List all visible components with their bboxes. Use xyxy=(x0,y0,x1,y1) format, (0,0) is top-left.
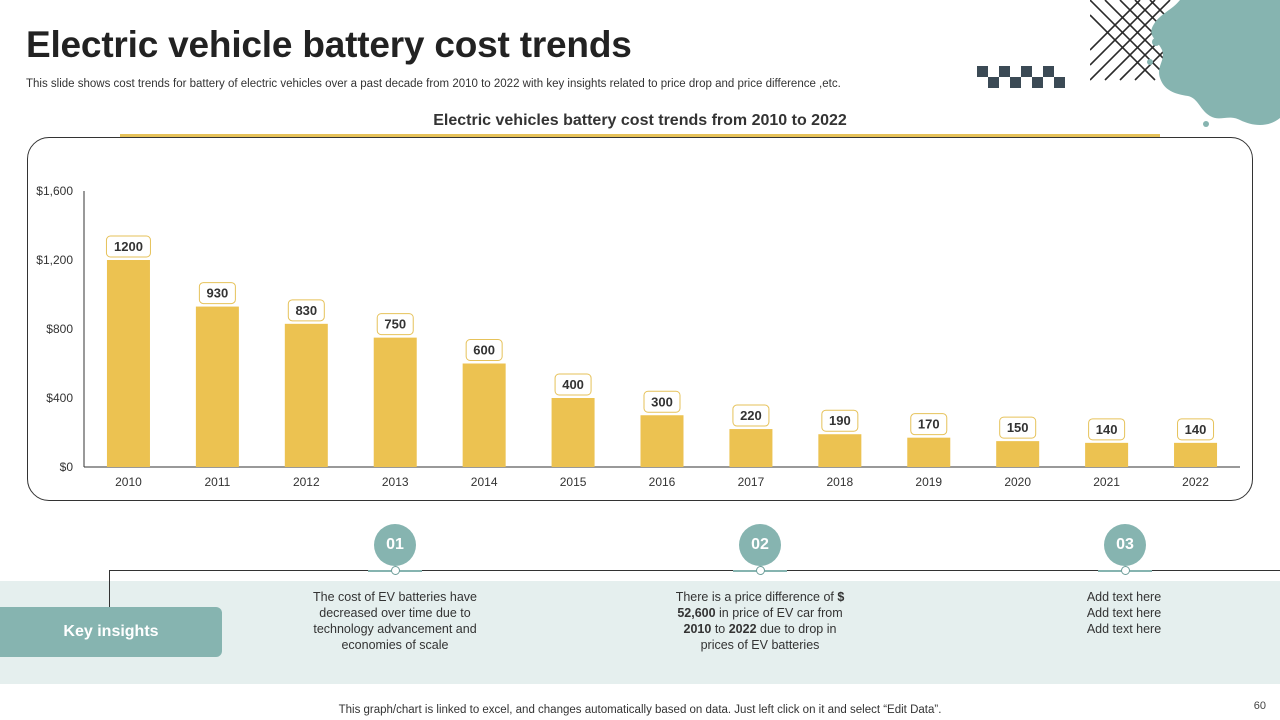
bar-chart: $0 $400 $800 $1,200 $1,600 1200 2010 930 2011 830… xyxy=(36,184,1240,489)
insight-line: economies of scale xyxy=(341,638,449,652)
data-label: 150 xyxy=(1007,420,1029,435)
data-label-box xyxy=(910,413,948,436)
bar xyxy=(373,337,417,467)
bar xyxy=(818,434,862,467)
bar xyxy=(640,415,684,467)
insights-connector-line xyxy=(109,570,1280,571)
bar xyxy=(729,429,773,467)
data-label-box xyxy=(1088,418,1126,441)
insight-marker-dot xyxy=(1121,566,1130,575)
y-tick-label: $1,600 xyxy=(36,184,73,198)
bar xyxy=(996,441,1040,467)
x-tick-label: 2010 xyxy=(115,475,142,489)
insight-line: Add text here xyxy=(1086,590,1162,604)
insight-line: The cost of EV batteries have xyxy=(313,590,477,604)
bar xyxy=(462,363,506,467)
data-label: 930 xyxy=(207,286,229,301)
insight-number-badge: 01 xyxy=(374,524,416,566)
x-tick-label: 2021 xyxy=(1093,475,1120,489)
data-label: 750 xyxy=(384,317,406,332)
insight-number-badge: 02 xyxy=(739,524,781,566)
data-label-box xyxy=(821,409,859,432)
data-label: 170 xyxy=(918,417,940,432)
insight-line: prices of EV batteries xyxy=(700,638,820,652)
insight-line: 52,600 in price of EV car from xyxy=(677,606,843,620)
bar xyxy=(1174,442,1218,467)
insight-line: There is a price difference of $ xyxy=(675,590,845,604)
data-label: 600 xyxy=(473,343,495,358)
data-label: 140 xyxy=(1096,422,1118,437)
x-tick-label: 2022 xyxy=(1182,475,1209,489)
bar xyxy=(284,323,328,467)
bar xyxy=(106,260,150,467)
data-label-box xyxy=(732,404,770,427)
y-tick-label: $1,200 xyxy=(36,253,73,267)
insight-line: 2010 to 2022 due to drop in xyxy=(683,622,837,636)
footer-note: This graph/chart is linked to excel, and… xyxy=(338,704,942,716)
data-label-box xyxy=(198,282,236,305)
insight-marker-dot xyxy=(756,566,765,575)
bar xyxy=(1085,442,1129,467)
data-label-box xyxy=(105,235,151,258)
data-label-box xyxy=(643,390,681,413)
bar xyxy=(195,306,239,467)
page-subtitle: This slide shows cost trends for battery… xyxy=(26,78,841,90)
insight-line: technology advancement and xyxy=(313,622,477,636)
key-insights-label: Key insights xyxy=(0,607,222,657)
x-tick-label: 2017 xyxy=(738,475,765,489)
insight-marker-dot xyxy=(391,566,400,575)
data-label: 400 xyxy=(562,377,584,392)
insight-text-2: There is a price difference of $ 52,600 … xyxy=(660,589,860,653)
chart-frame xyxy=(27,137,1253,501)
x-tick-label: 2020 xyxy=(1004,475,1031,489)
checker-decoration xyxy=(977,66,1065,88)
insights-connector-drop xyxy=(109,570,110,608)
x-tick-label: 2019 xyxy=(915,475,942,489)
chart-title: Electric vehicles battery cost trends fr… xyxy=(433,112,847,129)
data-label: 300 xyxy=(651,394,673,409)
x-tick-label: 2014 xyxy=(471,475,498,489)
paint-splash-decoration xyxy=(1147,0,1280,127)
x-tick-label: 2011 xyxy=(204,475,230,489)
insight-text-3: Add text here Add text here Add text her… xyxy=(1024,589,1224,637)
x-tick-label: 2015 xyxy=(560,475,587,489)
data-label-box xyxy=(465,339,503,361)
insight-line: decreased over time due to xyxy=(319,606,471,620)
data-label-box xyxy=(287,299,325,322)
x-tick-label: 2012 xyxy=(293,475,320,489)
data-label: 830 xyxy=(295,303,317,318)
data-label: 220 xyxy=(740,408,762,423)
page-title: Electric vehicle battery cost trends xyxy=(26,24,632,65)
y-tick-label: $400 xyxy=(46,391,73,405)
insight-line: Add text here xyxy=(1086,622,1162,636)
data-label: 140 xyxy=(1185,422,1207,437)
page-number: 60 xyxy=(1253,700,1266,712)
insight-number-badge: 03 xyxy=(1104,524,1146,566)
bar xyxy=(907,437,951,467)
insight-text-1: The cost of EV batteries have decreased … xyxy=(295,589,495,653)
x-tick-label: 2013 xyxy=(382,475,409,489)
x-tick-label: 2018 xyxy=(826,475,853,489)
x-tick-label: 2016 xyxy=(649,475,676,489)
data-label: 190 xyxy=(829,413,851,428)
data-label-box xyxy=(999,416,1037,439)
bar xyxy=(551,398,595,467)
data-label-box xyxy=(1177,418,1215,441)
data-label-box xyxy=(554,373,592,396)
data-label: 1200 xyxy=(114,239,143,254)
insight-line: Add text here xyxy=(1086,606,1162,620)
data-label-box xyxy=(376,313,414,336)
chart-title-underline xyxy=(120,134,1160,138)
y-tick-label: $0 xyxy=(60,460,74,474)
y-tick-label: $800 xyxy=(46,322,73,336)
